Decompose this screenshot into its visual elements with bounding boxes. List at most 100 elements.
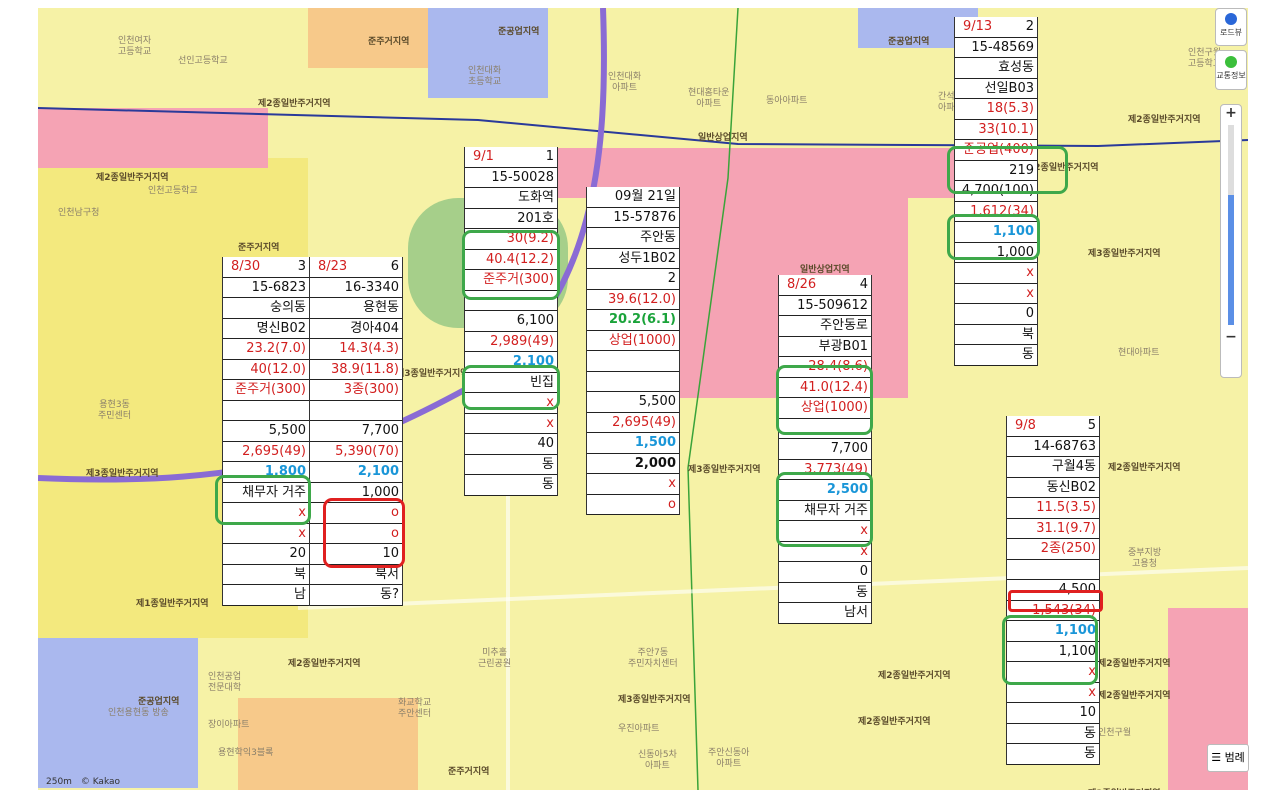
table-cell: 동: [779, 583, 871, 603]
table-cell: 6,100: [465, 311, 557, 332]
table-cell: [465, 291, 557, 311]
zone-label: 제2종일반주거지역: [1108, 463, 1181, 473]
table-cell: 5,390(70): [310, 442, 402, 462]
roadview-icon: [1225, 13, 1237, 25]
table-cell: 동: [465, 475, 557, 496]
table-cell: 14-68763: [1007, 437, 1099, 457]
table-cell: 11.5(3.5): [1007, 498, 1099, 519]
table-cell: 16-3340: [310, 278, 402, 298]
table-cell: 40.4(12.2): [465, 250, 557, 270]
table-cell: 39.6(12.0): [587, 290, 679, 310]
auction-table-921: 09월 21일 15-57876 주안동 성두1B02 2 39.6(12.0) 20.2(…: [586, 187, 680, 515]
place-label: 우진아파트: [618, 724, 660, 734]
table-cell: 빈집: [465, 373, 557, 393]
table-cell: 준주거(300): [223, 380, 309, 401]
table-cell: 상업(1000): [587, 331, 679, 351]
table-cell: 7,700: [310, 421, 402, 442]
table-cell: [587, 351, 679, 372]
table-header: 8/30 3: [223, 257, 309, 278]
zoom-control[interactable]: + −: [1220, 104, 1242, 378]
table-cell: 15-57876: [587, 208, 679, 228]
table-cell: 준주거(300): [465, 270, 557, 291]
table-cell: 상업(1000): [779, 398, 871, 419]
zone-label: 제3종일반주거지역: [1088, 249, 1161, 259]
table-cell: 도화역: [465, 188, 557, 209]
table-cell: 15-509612: [779, 296, 871, 316]
zone-label: 제2종일반주거지역: [96, 173, 169, 183]
zone-label: 제2종일반주거지역: [1098, 659, 1171, 669]
zone-label: 준공업지역: [138, 697, 180, 707]
place-label: 인천구월: [1098, 728, 1132, 738]
table-cell: o: [310, 524, 402, 544]
table-cell: 40: [465, 434, 557, 455]
traffic-icon: [1225, 56, 1237, 68]
table-cell: 2,000: [587, 454, 679, 474]
table-cell: 1,100: [955, 222, 1037, 243]
place-label: 인천구월 고등학교: [1188, 48, 1222, 69]
scale-label: 250m: [46, 777, 72, 787]
table-cell: 2종(250): [1007, 539, 1099, 560]
zone-orange-top: [308, 8, 438, 68]
case-number: 2: [1025, 19, 1034, 34]
traffic-button[interactable]: 교통정보: [1215, 50, 1247, 90]
zone-label: 일반상업지역: [800, 265, 850, 275]
table-header: 9/13 2: [955, 17, 1037, 38]
table-cell: 1,000: [310, 483, 402, 503]
zone-blue-sw: [38, 638, 198, 788]
table-cell: [223, 401, 309, 421]
table-cell: [779, 419, 871, 439]
table-cell: x: [955, 263, 1037, 284]
table-cell: 28.4(8.6): [779, 357, 871, 378]
table-cell: 남서: [779, 603, 871, 624]
table-cell: 명신B02: [223, 319, 309, 339]
table-cell: 33(10.1): [955, 120, 1037, 140]
table-cell: 채무자 거주: [223, 483, 309, 503]
place-label: 현대홈타운 아파트: [688, 88, 730, 109]
place-label: 신동아5차 아파트: [638, 750, 677, 771]
table-cell: 북: [955, 325, 1037, 345]
zoom-out-button[interactable]: −: [1225, 329, 1237, 345]
zone-orange-south: [238, 698, 418, 790]
table-cell: 동: [465, 455, 557, 475]
table-cell: 숭의동: [223, 298, 309, 319]
table-cell: 09월 21일: [587, 187, 679, 208]
zone-label: 준공업지역: [888, 37, 930, 47]
place-label: 용현학익3블록: [218, 748, 274, 758]
table-cell: 4,700(100): [955, 181, 1037, 202]
roadview-button[interactable]: 로드뷰: [1215, 8, 1247, 46]
table-cell: 2: [587, 269, 679, 290]
auction-table-91: 9/1 1 15-50028 도화역 201호 30(9.2) 40.4(12.2) 준주거(…: [464, 147, 558, 496]
case-date: 9/8: [1015, 418, 1036, 433]
zoom-slider[interactable]: [1228, 125, 1234, 325]
zoom-in-button[interactable]: +: [1225, 105, 1237, 121]
table-cell: 동신B02: [1007, 478, 1099, 498]
table-cell: x: [223, 524, 309, 544]
traffic-label: 교통정보: [1216, 71, 1246, 80]
auction-table-98: 9/8 5 14-68763 구월4동 동신B02 11.5(3.5) 31.1(9.7) 2…: [1006, 416, 1100, 765]
place-label: 간석동 아파트: [938, 92, 963, 113]
legend-button[interactable]: ☰ 범례: [1207, 744, 1249, 772]
auction-table-823: 8/23 6 16-3340 용현동 경아404 14.3(4.3) 38.9(11.8) 3…: [309, 257, 403, 606]
table-cell: 10: [310, 544, 402, 565]
place-label: 미추홀 근린공원: [478, 648, 512, 669]
table-cell: x: [587, 474, 679, 495]
case-date: 9/1: [473, 149, 494, 164]
table-cell: 동: [1007, 744, 1099, 765]
zone-label: 제2종일반주거지역: [878, 671, 951, 681]
place-label: 인천고등학교: [148, 186, 198, 196]
table-cell: 5,500: [587, 392, 679, 413]
table-header: 9/8 5: [1007, 416, 1099, 437]
table-cell: 효성동: [955, 58, 1037, 79]
table-cell: 구월4동: [1007, 457, 1099, 478]
place-label: 동아아파트: [766, 96, 808, 106]
table-cell: 38.9(11.8): [310, 360, 402, 380]
place-label: 선인고등학교: [178, 56, 228, 66]
table-cell: x: [223, 503, 309, 524]
case-date: 8/23: [318, 259, 348, 274]
table-cell: [1007, 560, 1099, 580]
table-cell: 14.3(4.3): [310, 339, 402, 360]
table-header: 9/1 1: [465, 147, 557, 168]
table-cell: 0: [955, 304, 1037, 325]
table-cell: 2,989(49): [465, 332, 557, 352]
zone-label: 준주거지역: [448, 767, 490, 777]
